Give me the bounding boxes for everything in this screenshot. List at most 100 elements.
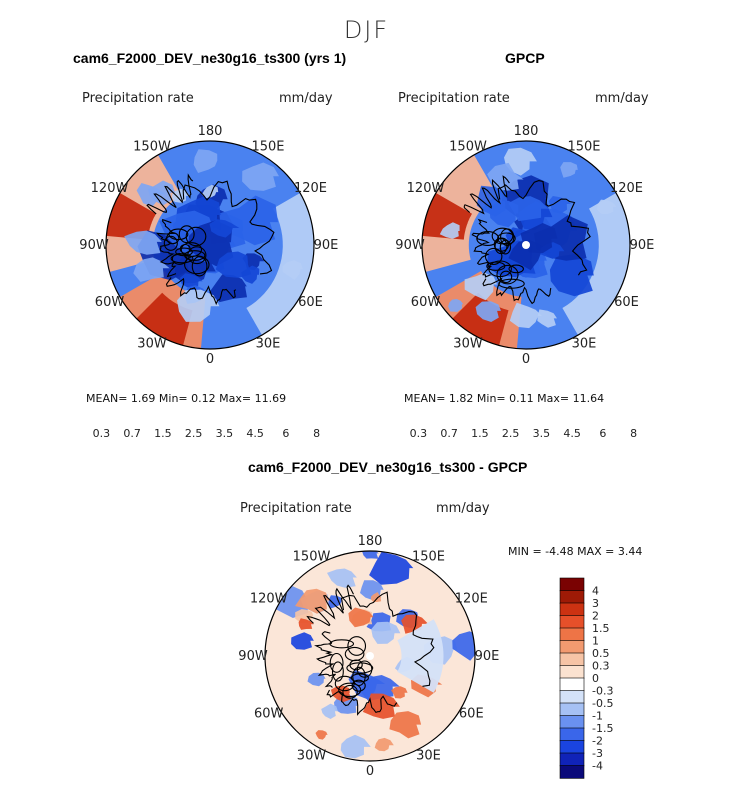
dry-patch — [180, 273, 203, 290]
colorbar-tick-label: 3 — [592, 597, 599, 610]
colorbar-tick-label: 4.5 — [563, 427, 581, 440]
longitude-label-90w: 90W — [395, 238, 425, 253]
negative-bias-patch — [328, 595, 342, 609]
longitude-label-30w: 30W — [137, 337, 167, 352]
colorbar-box — [559, 752, 585, 767]
longitude-label-30w: 30W — [297, 749, 327, 764]
colorbar-tick-label: 4.5 — [246, 427, 264, 440]
longitude-label-30e: 30E — [572, 337, 597, 352]
longitude-label-150w: 150W — [133, 139, 171, 154]
colorbar-tick-label: 6 — [282, 427, 289, 440]
season-title: DJF — [343, 16, 390, 44]
coastline-segment — [314, 631, 336, 688]
colorbar-tick-label: 0.3 — [93, 427, 111, 440]
colorbar-box — [559, 677, 585, 692]
coastlines — [463, 175, 591, 305]
panel1-units-label: mm/day — [279, 91, 333, 106]
panel1-polar-map: 180 150E 120E 90E 60E 30E 0 30W 60W 90W 120W 150W — [79, 124, 339, 367]
colorbar-box — [559, 727, 585, 742]
island-outline — [184, 255, 210, 275]
coastline-segment — [165, 277, 237, 306]
colorbar-tick-label: 6 — [599, 427, 606, 440]
coastline-segment — [463, 175, 510, 215]
island-outline — [347, 636, 367, 656]
coastline-segment — [146, 173, 194, 215]
coastline-segment — [471, 218, 493, 278]
colorbar-tick-label: 1.5 — [592, 622, 610, 635]
colorbar-box — [559, 577, 585, 592]
colorbar-tick-label: -1 — [592, 710, 603, 723]
colorbar-box — [559, 665, 585, 679]
colorbar-tick-label: -3 — [592, 747, 603, 760]
coastline-segment — [497, 180, 591, 276]
coastline-segment — [340, 591, 435, 687]
island-outline — [508, 264, 524, 274]
longitude-label-60e: 60E — [614, 295, 639, 310]
island-outline — [329, 639, 355, 649]
longitude-label-90w: 90W — [79, 238, 109, 253]
positive-bias-patch — [315, 730, 328, 740]
panel2-field-label: Precipitation rate — [398, 91, 510, 106]
field-shading — [265, 551, 475, 761]
longitude-label-120w: 120W — [250, 592, 288, 607]
colorbar-tick-label: 8 — [313, 427, 320, 440]
moderate-patch — [177, 289, 220, 322]
positive-bias-patch — [295, 609, 314, 623]
colorbar-box — [559, 690, 585, 704]
island-outline — [166, 232, 180, 245]
colorbar-box — [559, 702, 585, 717]
dry-patch — [215, 251, 252, 278]
longitude-label-150e: 150E — [412, 549, 445, 564]
longitude-label-150e: 150E — [567, 139, 600, 154]
colorbar-box — [559, 765, 585, 779]
longitude-label-0: 0 — [366, 764, 374, 779]
longitude-label-150e: 150E — [251, 139, 284, 154]
island-outline — [484, 247, 503, 265]
longitude-label-90e: 90E — [314, 238, 339, 253]
panel3-units-label: mm/day — [436, 501, 490, 516]
longitude-label-120e: 120E — [294, 181, 327, 196]
panel2-title: GPCP — [505, 50, 545, 66]
colorbar-tick-label: -0.3 — [592, 685, 613, 698]
longitude-label-30e: 30E — [256, 337, 281, 352]
island-outline — [491, 227, 514, 245]
island-outline — [496, 264, 519, 285]
moderate-patch — [242, 162, 279, 191]
island-outline — [356, 660, 373, 678]
colorbar-box — [559, 715, 585, 729]
positive-bias-patch — [374, 737, 394, 752]
panel2-stats: MEAN= 1.82 Min= 0.11 Max= 11.64 — [404, 392, 605, 405]
longitude-label-90e: 90E — [475, 649, 500, 664]
longitude-label-60e: 60E — [298, 295, 323, 310]
island-outline — [185, 226, 207, 247]
moderate-patch — [124, 230, 162, 255]
diff-title: cam6_F2000_DEV_ne30g16_ts300 - GPCP — [248, 459, 528, 475]
panel2-colorbar: 0.3 0.7 1.5 2.5 3.5 4.5 6 8 — [410, 427, 637, 440]
island-outline — [171, 252, 188, 265]
colorbar-box — [559, 615, 585, 629]
colorbar-tick-label: -4 — [592, 760, 603, 773]
island-outline — [352, 666, 366, 687]
island-outline — [178, 225, 195, 244]
longitude-label-90w: 90W — [238, 649, 268, 664]
moderate-patch — [509, 302, 543, 329]
colorbar-tick-label: -2 — [592, 735, 603, 748]
island-outline — [163, 235, 178, 251]
moderate-patch — [448, 299, 464, 312]
moderate-patch — [537, 309, 557, 328]
colorbar-box — [559, 590, 585, 604]
longitude-label-120w: 120W — [407, 181, 445, 196]
negative-bias-patch — [307, 672, 326, 687]
colorbar-tick-label: 0.3 — [592, 660, 610, 673]
longitude-label-150w: 150W — [449, 139, 487, 154]
negative-bias-patch — [321, 703, 338, 719]
negative-bias-patch — [452, 631, 475, 661]
longitude-label-120e: 120E — [455, 592, 488, 607]
longitude-label-180: 180 — [198, 124, 223, 139]
longitude-label-0: 0 — [522, 352, 530, 367]
island-outline — [175, 247, 193, 257]
panel3-field-label: Precipitation rate — [240, 501, 352, 516]
colorbar-tick-label: 1 — [592, 635, 599, 648]
longitude-label-60w: 60W — [411, 295, 441, 310]
